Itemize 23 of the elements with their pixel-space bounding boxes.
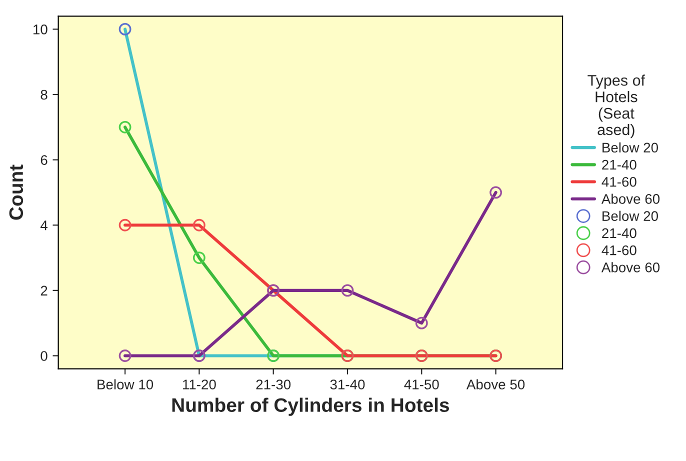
legend-label: 41-60 xyxy=(602,176,636,187)
y-tick-label: 0 xyxy=(40,351,48,361)
legend-label: Below 20 xyxy=(602,142,658,153)
x-tick-label: 11-20 xyxy=(183,380,216,390)
legend-label: 41-60 xyxy=(602,245,636,256)
x-tick-label: 31-40 xyxy=(330,380,365,390)
legend-label: Above 60 xyxy=(601,194,660,204)
y-tick-label: 10 xyxy=(34,24,48,34)
legend-label: Below 20 xyxy=(602,210,658,222)
x-axis-title: Number of Cylinders in Hotels xyxy=(172,398,449,416)
y-tick-label: 8 xyxy=(40,90,48,100)
y-tick-label: 2 xyxy=(40,286,48,296)
y-tick-label: 4 xyxy=(40,220,48,230)
x-tick-label: Above 50 xyxy=(466,379,525,390)
x-tick-label: Below 10 xyxy=(98,379,154,390)
y-tick-label: 6 xyxy=(40,155,48,165)
legend-label: 21-40 xyxy=(602,228,636,238)
legend-label: Above 60 xyxy=(601,262,660,272)
x-tick-label: 21-30 xyxy=(256,380,291,390)
y-axis-title: Count xyxy=(9,164,24,220)
x-tick-label: 41-50 xyxy=(404,380,439,390)
legend-label: 21-40 xyxy=(602,160,636,170)
legend-title: Types of Hotels (Seat ased) xyxy=(588,74,646,138)
